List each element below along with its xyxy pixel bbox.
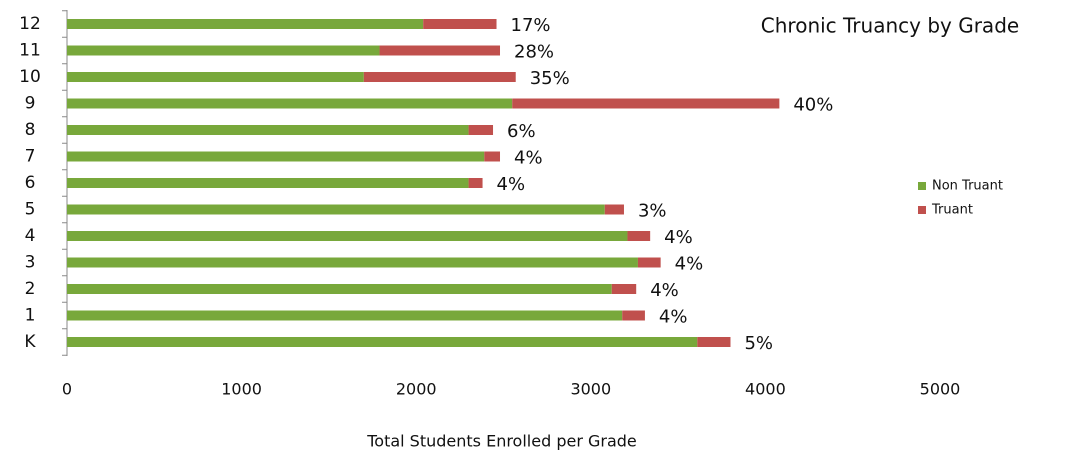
- chart-title: Chronic Truancy by Grade: [761, 14, 1019, 38]
- data-label: 4%: [497, 174, 526, 195]
- data-label: 4%: [650, 280, 679, 301]
- bar-segment: [67, 98, 513, 109]
- data-label: 4%: [664, 227, 693, 248]
- y-tick-label: 8: [25, 120, 36, 140]
- data-label: 5%: [744, 333, 773, 354]
- bar-segment: [484, 151, 501, 162]
- bar-segment: [67, 257, 638, 268]
- x-tick-label: 2000: [396, 380, 437, 399]
- bar-segment: [637, 257, 661, 268]
- bar-segment: [67, 151, 485, 162]
- bar-segment: [604, 204, 624, 215]
- data-label: 3%: [638, 201, 667, 222]
- bar-segment: [512, 98, 780, 109]
- bar-segment: [423, 19, 497, 29]
- y-tick-label: 3: [25, 253, 36, 273]
- data-label: 4%: [659, 307, 688, 328]
- legend-label: Non Truant: [932, 179, 1003, 194]
- y-tick-label: 9: [25, 94, 36, 114]
- y-tick-label: 7: [25, 147, 36, 167]
- data-label: 17%: [511, 15, 551, 36]
- bar-segment: [697, 337, 731, 347]
- bar-segment: [622, 310, 645, 321]
- bar-segment: [468, 178, 483, 188]
- legend-swatch: [918, 206, 926, 214]
- x-axis-title: Total Students Enrolled per Grade: [366, 432, 637, 451]
- bar-segment: [67, 284, 612, 294]
- data-label: 6%: [507, 121, 536, 142]
- y-tick-label: 10: [19, 67, 41, 87]
- y-tick-label: 6: [25, 173, 36, 193]
- bar-segment: [67, 204, 605, 215]
- bar-segment: [67, 310, 623, 321]
- data-label: 40%: [793, 95, 833, 116]
- bar-segment: [67, 231, 628, 241]
- legend-swatch: [918, 182, 926, 190]
- y-tick-label: 1: [25, 306, 36, 326]
- bar-segment: [379, 45, 501, 56]
- bar-segment: [67, 337, 698, 347]
- x-tick-label: 0: [62, 380, 72, 399]
- y-tick-label: K: [24, 332, 36, 352]
- y-tick-label: 12: [19, 14, 41, 34]
- data-label: 4%: [514, 148, 543, 169]
- bar-segment: [67, 178, 469, 188]
- y-tick-label: 5: [25, 200, 36, 220]
- x-tick-label: 3000: [570, 380, 611, 399]
- data-label: 35%: [530, 68, 570, 89]
- bar-segment: [627, 231, 651, 241]
- y-tick-label: 2: [25, 279, 36, 299]
- bar-segment: [67, 45, 380, 56]
- bar-segment: [611, 284, 637, 294]
- bar-segment: [67, 72, 364, 82]
- x-tick-label: 4000: [745, 380, 786, 399]
- legend-label: Truant: [931, 203, 973, 218]
- x-tick-label: 5000: [920, 380, 961, 399]
- bar-segment: [363, 72, 516, 82]
- y-tick-label: 11: [19, 41, 41, 61]
- bar-segment: [67, 125, 469, 135]
- y-tick-label: 4: [25, 226, 36, 246]
- x-tick-label: 1000: [221, 380, 262, 399]
- data-label: 4%: [675, 254, 704, 275]
- bar-segment: [468, 125, 494, 135]
- data-label: 28%: [514, 42, 554, 63]
- bar-segment: [67, 19, 424, 29]
